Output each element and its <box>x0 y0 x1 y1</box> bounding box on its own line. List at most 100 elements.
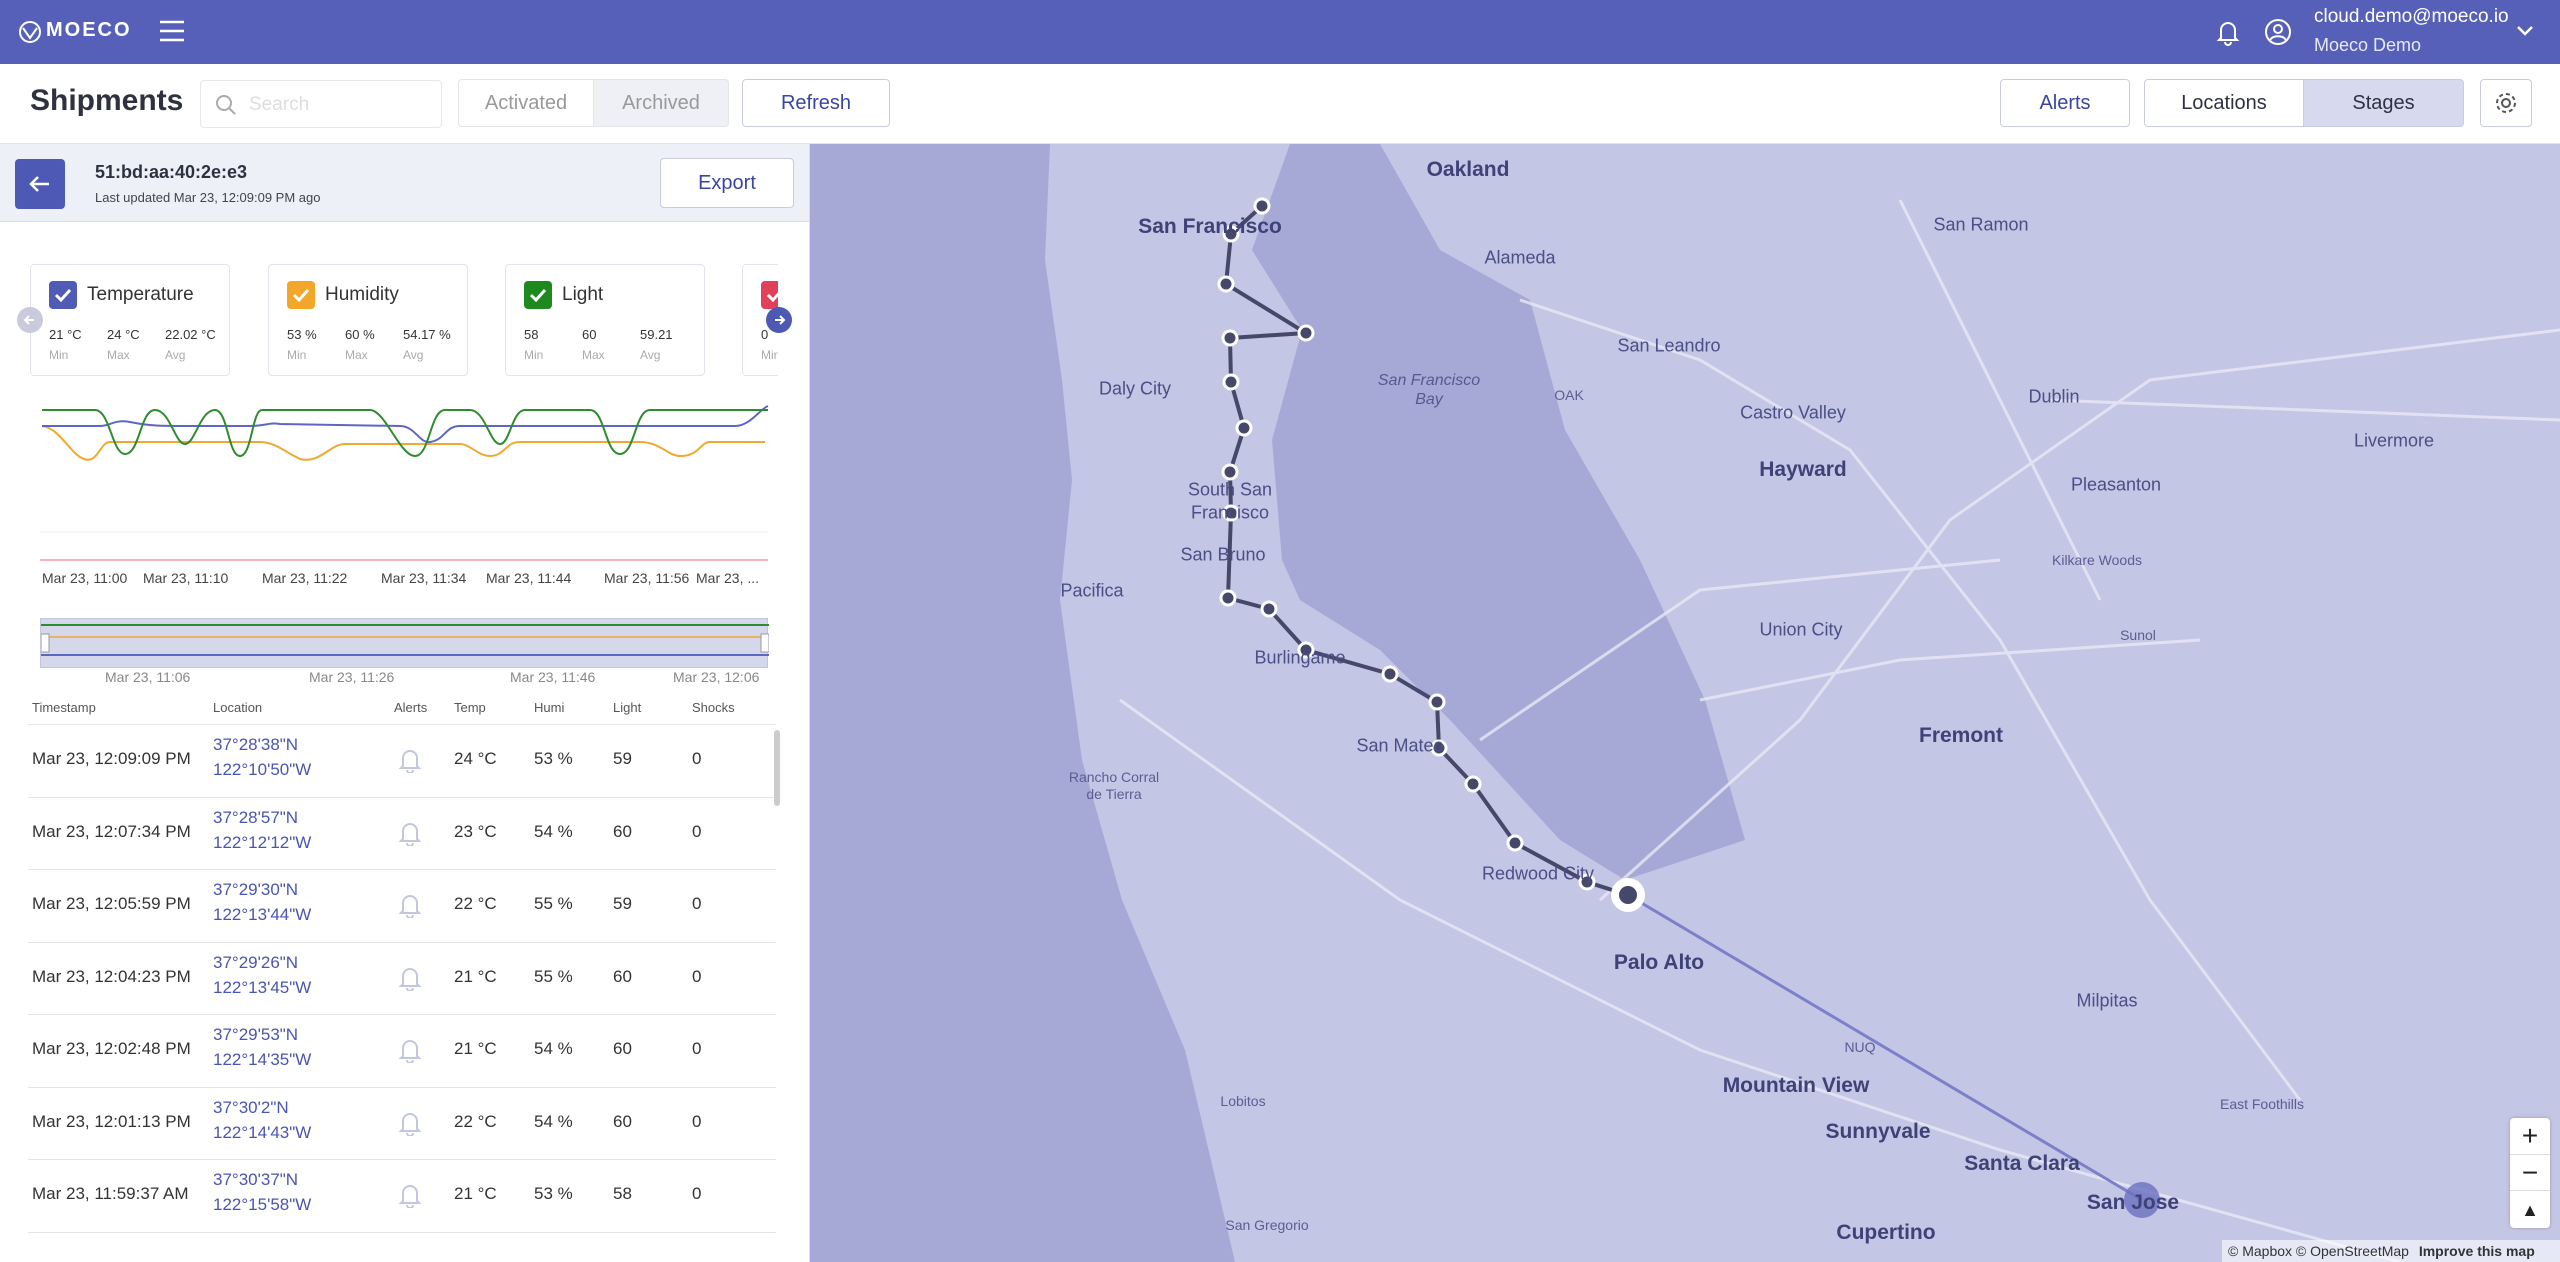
back-button[interactable] <box>15 159 65 209</box>
route-point[interactable] <box>1381 665 1399 683</box>
shocks: 0 <box>692 821 702 841</box>
route-point[interactable] <box>1297 324 1315 342</box>
humidity: 54 % <box>534 1111 573 1131</box>
route-point[interactable] <box>1222 225 1240 243</box>
sensor-card: Temperature 21 °C Min 24 °C Max 22.02 °C Avg <box>30 264 230 376</box>
export-button[interactable]: Export <box>660 158 794 208</box>
longitude: 122°14'35"W <box>213 1050 312 1069</box>
activated-tab[interactable]: Activated <box>458 79 594 127</box>
route-point[interactable] <box>1297 641 1315 659</box>
stages-tab[interactable]: Stages <box>2303 79 2464 127</box>
humidity: 54 % <box>534 1039 573 1058</box>
route-point[interactable] <box>1428 693 1446 711</box>
route-point[interactable] <box>1222 504 1240 522</box>
route-point[interactable] <box>1221 329 1239 347</box>
map-label: San Francisco <box>1138 215 1282 238</box>
refresh-button[interactable]: Refresh <box>742 79 890 127</box>
cards-next[interactable] <box>765 306 793 334</box>
sensor-checkbox[interactable] <box>761 281 778 309</box>
humidity: 55 % <box>534 894 573 913</box>
column-header: Temp <box>454 700 486 715</box>
column-header: Light <box>613 700 642 715</box>
last-updated: Last updated Mar 23, 12:09:09 PM ago <box>95 190 321 205</box>
menu-button[interactable] <box>158 18 186 44</box>
map-label: San Francisco <box>1377 372 1481 389</box>
chart-time-label: Mar 23, 11:56 <box>604 570 690 586</box>
route-point[interactable] <box>1464 775 1482 793</box>
account-icon[interactable] <box>2263 17 2293 47</box>
user-name: Moeco Demo <box>2314 35 2422 55</box>
ocean <box>810 144 1235 1262</box>
map-label: Cupertino <box>1836 1221 1936 1244</box>
search-box[interactable]: Search <box>200 80 442 128</box>
map-label: NUQ <box>1844 1039 1876 1055</box>
map-label: Palo Alto <box>1613 951 1705 974</box>
sensor-min: 53 % <box>287 327 317 342</box>
longitude: 122°12'12"W <box>213 832 312 852</box>
map-label: San Jose <box>2086 1191 2180 1214</box>
sensor-stat-label: Avg <box>165 348 186 362</box>
route-point[interactable] <box>1578 873 1596 891</box>
column-header: Humi <box>534 700 565 715</box>
longitude: 122°14'43"W <box>213 1122 312 1142</box>
sensor-checkbox[interactable] <box>49 281 77 309</box>
map-label: Milpitas <box>2076 990 2138 1011</box>
bay <box>1252 144 1745 880</box>
range-time-label: Mar 23, 12:06 <box>673 669 760 685</box>
map-label: Kilkare Woods <box>2051 552 2143 568</box>
zoom-out[interactable]: − <box>2510 1154 2550 1190</box>
zoom-controls: + − ▲ <box>2510 1118 2550 1228</box>
zoom-in[interactable]: + <box>2521 1120 2539 1151</box>
range-slider[interactable] <box>40 618 770 668</box>
sensor-checkbox[interactable] <box>287 281 315 309</box>
temp: 23 °C <box>454 821 497 841</box>
side-panel: 51:bd:aa:40:2e:e3 Last updated Mar 23, 1… <box>0 144 810 1262</box>
route-point[interactable] <box>1260 600 1278 618</box>
route-point[interactable] <box>1235 419 1253 437</box>
current-location-dot <box>1619 886 1637 904</box>
route-point[interactable] <box>1217 275 1235 293</box>
search-placeholder: Search <box>249 94 310 115</box>
sensor-card: Humidity 53 % Min 60 % Max 54.17 % Avg <box>268 264 468 376</box>
toolbar: Shipments Search Activated Archived Refr… <box>0 64 2560 144</box>
map-label: OAK <box>1554 387 1584 403</box>
gear-icon <box>2496 93 2516 113</box>
chart-time-label: Mar 23, 11:00 <box>42 570 128 586</box>
sensor-stat-label: Min <box>287 348 307 362</box>
temp: 24 °C <box>454 749 497 768</box>
compass[interactable]: ▲ <box>2510 1190 2550 1228</box>
map-label: Daly City <box>1098 378 1172 399</box>
device-id: 51:bd:aa:40:2e:e3 <box>95 162 248 182</box>
chart-time-label: Mar 23, 11:10 <box>143 570 229 586</box>
sensor-max: 24 °C <box>107 327 140 342</box>
archived-tab[interactable]: Archived <box>593 79 729 127</box>
route-point[interactable] <box>1430 739 1448 757</box>
locations-tab[interactable]: Locations <box>2144 79 2304 127</box>
notifications-button[interactable] <box>2214 18 2242 46</box>
map-label: Burlingame <box>1254 647 1346 668</box>
shocks: 0 <box>692 1039 702 1058</box>
destination-marker[interactable] <box>2124 1182 2160 1218</box>
account-menu-chevron[interactable] <box>2516 24 2534 38</box>
map[interactable] <box>810 144 2560 1262</box>
improve-link[interactable]: Improve this map <box>2418 1243 2535 1259</box>
range-time-label: Mar 23, 11:06 <box>105 669 191 685</box>
route-point[interactable] <box>1506 834 1524 852</box>
settings-button[interactable] <box>2480 79 2532 127</box>
alerts-button[interactable]: Alerts <box>2000 79 2130 127</box>
route-point[interactable] <box>1253 197 1271 215</box>
map-label: Union City <box>1759 619 1843 640</box>
sensor-checkbox[interactable] <box>524 281 552 309</box>
route-point[interactable] <box>1221 463 1239 481</box>
sensor-min: 58 <box>524 327 539 342</box>
light: 58 <box>613 1184 632 1203</box>
map-label: Francisco <box>1190 502 1270 523</box>
light: 60 <box>613 966 632 986</box>
row-separator <box>28 941 776 943</box>
route-point[interactable] <box>1222 373 1240 391</box>
table: Timestamp Location Alerts Temp Humi Light Shoc… <box>0 694 809 1262</box>
cards-prev[interactable] <box>16 306 44 334</box>
route-point[interactable] <box>1219 589 1237 607</box>
map-label: Hayward <box>1759 458 1847 481</box>
row-separator <box>28 1231 776 1233</box>
